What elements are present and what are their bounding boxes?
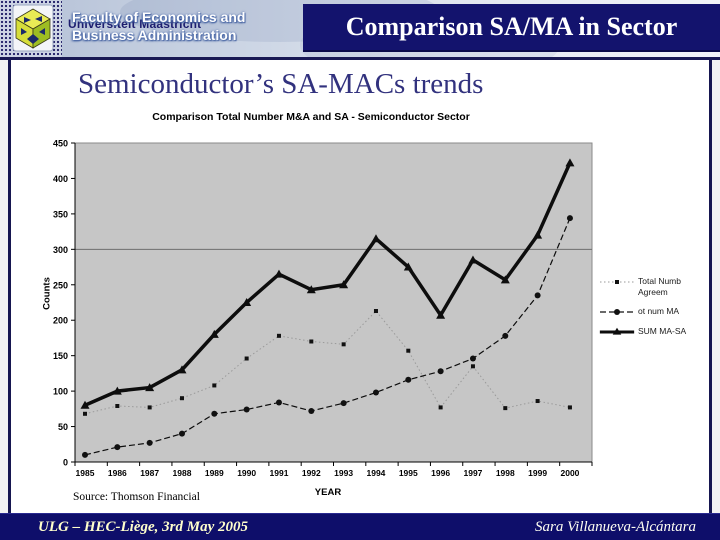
source-note: Source: Thomson Financial bbox=[73, 491, 200, 503]
legend-label: ot num MA bbox=[638, 306, 680, 317]
svg-text:1994: 1994 bbox=[367, 468, 386, 478]
faculty-name: Faculty of Economics and Business Admini… bbox=[72, 9, 245, 44]
faculty-line1: Faculty of Economics and bbox=[72, 9, 246, 25]
svg-text:1990: 1990 bbox=[237, 468, 256, 478]
svg-text:1989: 1989 bbox=[205, 468, 224, 478]
svg-text:1999: 1999 bbox=[528, 468, 547, 478]
svg-text:1986: 1986 bbox=[108, 468, 127, 478]
svg-text:1993: 1993 bbox=[334, 468, 353, 478]
faculty-branding: Universiteit Maastricht Faculty of Econo… bbox=[66, 6, 316, 54]
maastricht-cube-icon bbox=[12, 4, 54, 52]
thick-triangle-line-icon bbox=[599, 327, 635, 335]
chart-legend: Total Numb Agreem ot num MA bbox=[599, 276, 709, 337]
svg-text:100: 100 bbox=[53, 387, 68, 397]
svg-text:1998: 1998 bbox=[496, 468, 515, 478]
slide-title: Semiconductor’s SA-MACs trends bbox=[78, 68, 484, 100]
faculty-line2: Business Administration bbox=[72, 26, 237, 43]
y-axis-title: Counts bbox=[41, 277, 53, 310]
svg-text:450: 450 bbox=[53, 139, 68, 149]
header-divider bbox=[0, 57, 720, 60]
footer-author: Sara Villanueva-Alcántara bbox=[535, 518, 696, 535]
svg-text:2000: 2000 bbox=[560, 468, 579, 478]
x-axis-title: YEAR bbox=[314, 487, 342, 498]
slide-header: Universiteit Maastricht Faculty of Econo… bbox=[0, 0, 720, 57]
university-logo bbox=[0, 0, 62, 57]
svg-text:1988: 1988 bbox=[173, 468, 192, 478]
legend-item-total-agreements: Total Numb Agreem bbox=[599, 276, 709, 297]
slide-footer: ULG – HEC-Liège, 3rd May 2005 Sara Villa… bbox=[0, 513, 720, 540]
svg-text:250: 250 bbox=[53, 280, 68, 290]
chart-title: Comparison Total Number M&A and SA - Sem… bbox=[152, 111, 470, 123]
dashed-circle-line-icon bbox=[600, 309, 634, 316]
svg-text:50: 50 bbox=[58, 422, 68, 432]
svg-text:1992: 1992 bbox=[302, 468, 321, 478]
svg-text:300: 300 bbox=[53, 245, 68, 255]
svg-text:200: 200 bbox=[53, 316, 68, 326]
svg-text:1987: 1987 bbox=[140, 468, 159, 478]
legend-label: SUM MA-SA bbox=[638, 325, 687, 336]
legend-item-sum-ma-sa: SUM MA-SA bbox=[599, 326, 709, 337]
header-title: Comparison SA/MA in Sector bbox=[345, 12, 678, 41]
svg-text:350: 350 bbox=[53, 209, 68, 219]
svg-text:400: 400 bbox=[53, 174, 68, 184]
svg-text:1996: 1996 bbox=[431, 468, 450, 478]
svg-text:1997: 1997 bbox=[463, 468, 482, 478]
footer-venue-date: ULG – HEC-Liège, 3rd May 2005 bbox=[38, 518, 248, 535]
legend-label: Total Numb Agreem bbox=[638, 276, 681, 297]
dotted-square-line-icon bbox=[600, 280, 634, 284]
chart-plot: 0 50 100 150 200 250 300 350 400 450 1985 1986 1987 1… bbox=[53, 139, 593, 478]
slide-body: Semiconductor’s SA-MACs trends Compariso… bbox=[8, 60, 712, 513]
svg-text:1985: 1985 bbox=[76, 468, 95, 478]
chart: Comparison Total Number M&A and SA - Sem… bbox=[11, 110, 709, 505]
svg-text:0: 0 bbox=[63, 458, 68, 468]
svg-text:150: 150 bbox=[53, 351, 68, 361]
university-name: Universiteit Maastricht bbox=[68, 17, 202, 31]
svg-text:1995: 1995 bbox=[399, 468, 418, 478]
svg-text:1991: 1991 bbox=[270, 468, 289, 478]
legend-item-num-ma: ot num MA bbox=[599, 306, 709, 317]
header-title-box: Comparison SA/MA in Sector bbox=[303, 4, 720, 50]
